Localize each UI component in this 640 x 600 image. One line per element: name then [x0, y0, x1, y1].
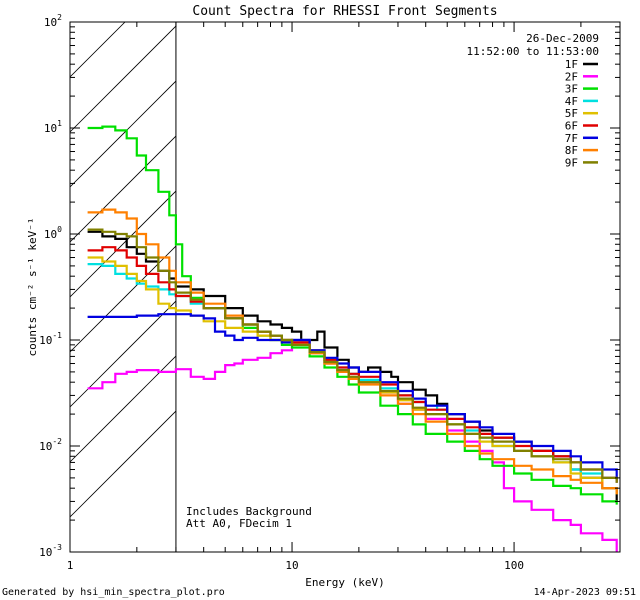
y-axis-label: counts cm⁻² s⁻¹ keV⁻¹ — [26, 217, 39, 356]
footer-generated-by: Generated by hsi_min_spectra_plot.pro — [2, 587, 225, 598]
series-line-3f — [87, 125, 618, 505]
x-axis-label: Energy (keV) — [305, 576, 384, 589]
legend-label-8f: 8F — [565, 144, 578, 157]
chart-title: Count Spectra for RHESSI Front Segments — [192, 4, 497, 19]
hatch-line — [70, 25, 176, 133]
hatch-line — [70, 300, 176, 408]
x-tick-label: 10 — [285, 559, 298, 572]
legend-label-1f: 1F — [565, 58, 578, 71]
y-tick-label: 101 — [44, 119, 62, 135]
y-tick-label: 10-1 — [39, 331, 62, 347]
x-tick-labels: 1 10 100 — [67, 559, 524, 572]
legend-label-5f: 5F — [565, 107, 578, 120]
observation-date: 26-Dec-2009 — [526, 32, 599, 45]
footer-timestamp: 14-Apr-2023 09:51 — [534, 587, 636, 598]
hatch-line — [70, 80, 176, 188]
axis-ticks — [69, 22, 621, 553]
y-tick-label: 102 — [44, 13, 62, 29]
legend-label-9f: 9F — [565, 156, 578, 169]
legend-label-2f: 2F — [565, 70, 578, 83]
hatch-line — [70, 245, 176, 353]
y-tick-label: 10-3 — [39, 543, 62, 559]
annotation-attenuator: Att A0, FDecim 1 — [186, 517, 292, 530]
series-lines — [87, 125, 618, 552]
hatch-line — [70, 135, 176, 243]
legend-label-3f: 3F — [565, 83, 578, 96]
plot-frame — [69, 21, 621, 553]
y-tick-labels: 102 101 100 10-1 10-2 10-3 — [39, 13, 62, 559]
x-tick-label: 1 — [67, 559, 74, 572]
legend-label-7f: 7F — [565, 132, 578, 145]
x-tick-label: 100 — [504, 559, 524, 572]
annotation-background: Includes Background — [186, 505, 312, 518]
y-tick-label: 10-2 — [39, 437, 62, 453]
hatch-line — [70, 410, 176, 518]
hatch-line — [70, 190, 176, 298]
hatch-line — [70, 355, 176, 463]
legend-label-6f: 6F — [565, 120, 578, 133]
legend-label-4f: 4F — [565, 95, 578, 108]
series-line-7f — [87, 313, 618, 478]
series-line-9f — [87, 228, 618, 483]
y-tick-label: 100 — [44, 225, 62, 241]
observation-time-range: 11:52:00 to 11:53:00 — [467, 45, 599, 58]
